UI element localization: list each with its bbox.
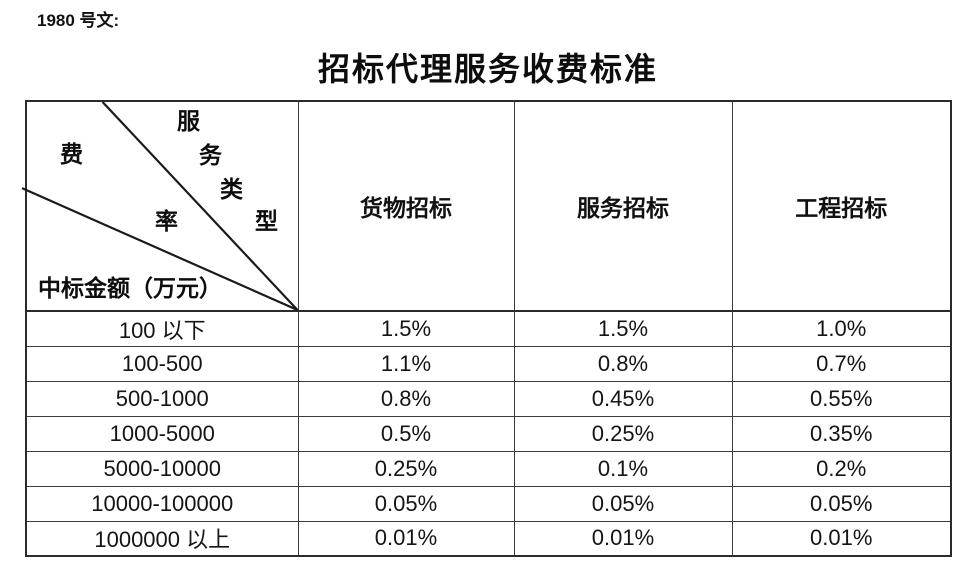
corner-amount-axis-label: 中标金额（万元） [38, 275, 222, 302]
corner-fee-rate-char: 率 [155, 208, 178, 235]
row-label-cell: 1000000 以上 [25, 520, 299, 557]
diagonal-line-upper [101, 101, 299, 311]
fee-value-cell: 0.05% [731, 485, 952, 522]
corner-header-cell: 服 务 类 型 费 率 中标金额（万元） [21, 100, 299, 312]
corner-service-type-char: 类 [220, 176, 243, 203]
fee-value-cell: 1.0% [731, 310, 952, 347]
row-label-cell: 5000-10000 [25, 450, 299, 487]
fee-value-cell: 0.25% [513, 415, 733, 452]
fee-value-cell: 0.8% [513, 345, 733, 382]
corner-fee-rate-char: 费 [60, 141, 83, 168]
fee-value-cell: 0.05% [297, 485, 515, 522]
corner-service-type-char: 型 [255, 208, 278, 235]
page-title: 招标代理服务收费标准 [317, 50, 658, 88]
row-label-cell: 1000-5000 [25, 415, 299, 452]
column-header-engineering: 工程招标 [731, 100, 952, 312]
diagonal-divider-lines [21, 101, 299, 311]
column-header-goods: 货物招标 [297, 100, 515, 312]
table-row: 100 以下 1.5% 1.5% 1.0% [25, 310, 952, 347]
fee-value-cell: 0.01% [731, 520, 952, 557]
table-row: 1000-5000 0.5% 0.25% 0.35% [25, 415, 952, 452]
fee-value-cell: 0.55% [731, 380, 952, 417]
fee-value-cell: 0.5% [297, 415, 515, 452]
diagonal-line-lower [21, 187, 298, 311]
row-label-cell: 10000-100000 [25, 485, 299, 522]
table-row: 100-500 1.1% 0.8% 0.7% [25, 345, 952, 382]
fee-value-cell: 0.05% [513, 485, 733, 522]
table-row: 1000000 以上 0.01% 0.01% 0.01% [25, 520, 952, 557]
column-header-services: 服务招标 [513, 100, 733, 312]
corner-service-type-char: 服 [177, 108, 200, 135]
corner-service-type-char: 务 [199, 142, 222, 169]
fee-value-cell: 1.1% [297, 345, 515, 382]
table-row: 500-1000 0.8% 0.45% 0.55% [25, 380, 952, 417]
fee-value-cell: 0.2% [731, 450, 952, 487]
fee-value-cell: 0.7% [731, 345, 952, 382]
table-row: 5000-10000 0.25% 0.1% 0.2% [25, 450, 952, 487]
fee-value-cell: 0.8% [297, 380, 515, 417]
row-label-cell: 100-500 [25, 345, 299, 382]
row-label-cell: 100 以下 [25, 310, 299, 347]
doc-ref: 1980 号文: [37, 11, 120, 30]
fee-value-cell: 0.01% [513, 520, 733, 557]
fee-value-cell: 1.5% [513, 310, 733, 347]
fee-table: 服 务 类 型 费 率 中标金额（万元） 货物招标 服务招标 工程招标 100 … [21, 100, 952, 557]
table-header-row: 服 务 类 型 费 率 中标金额（万元） 货物招标 服务招标 工程招标 [21, 100, 952, 312]
fee-value-cell: 0.45% [513, 380, 733, 417]
row-label-cell: 500-1000 [25, 380, 299, 417]
fee-value-cell: 0.35% [731, 415, 952, 452]
fee-value-cell: 1.5% [297, 310, 515, 347]
table-row: 10000-100000 0.05% 0.05% 0.05% [25, 485, 952, 522]
fee-value-cell: 0.01% [297, 520, 515, 557]
fee-value-cell: 0.1% [513, 450, 733, 487]
fee-value-cell: 0.25% [297, 450, 515, 487]
